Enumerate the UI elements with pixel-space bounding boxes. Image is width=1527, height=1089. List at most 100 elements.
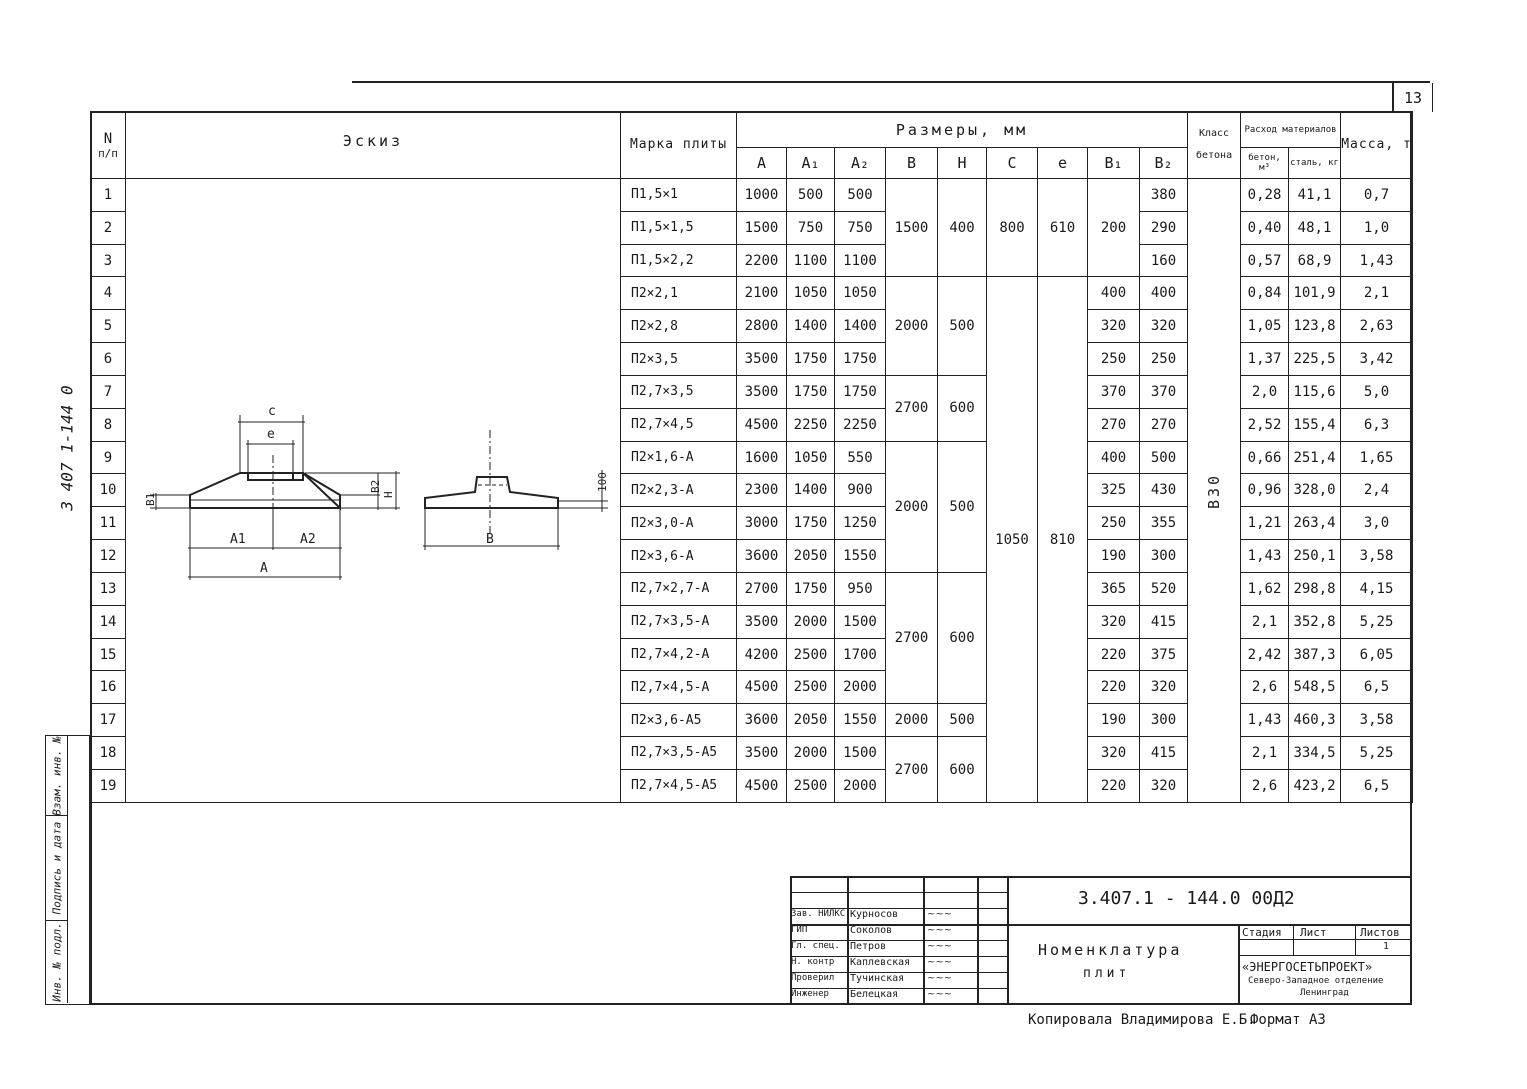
document-title-line2: плит [1083,966,1131,981]
size-b2: 415 [1138,736,1189,770]
plate-mark: П2,7×3,5 [620,374,737,409]
size-a: 2700 [736,571,787,606]
staff-role: Н. контр [791,957,835,967]
size-b2: 300 [1138,539,1189,573]
header-size-col: e [1037,147,1088,179]
concrete-volume: 1,21 [1240,506,1290,541]
dimension-lines [150,415,400,580]
size-a2: 1100 [834,243,886,278]
size-a: 2800 [736,309,787,344]
row-number: 7 [90,374,126,409]
header-size-col: A [736,147,787,179]
table-row: 1 П1,5×1 1000 500 500 1500 400 800 610 200 380 B30 0… [90,177,1414,803]
table-row: 16 П2,7×4,5-А 4500 2500 2000 220 320 2,6 548,5 6,… [90,670,1414,705]
staff-role: Инженер [791,989,829,999]
size-b2: 300 [1138,703,1189,738]
size-a2: 2250 [834,407,886,442]
concrete-volume: 2,0 [1240,374,1290,409]
size-a2: 2000 [834,768,886,804]
table-row: 19 П2,7×4,5-А5 4500 2500 2000 220 320 2,6 423,2 6… [90,768,1414,804]
steel-mass: 423,2 [1288,768,1342,804]
size-b1: 190 [1087,703,1140,738]
row-number: 9 [90,440,126,475]
row-number: 2 [90,210,126,245]
staff-name: Белецкая [850,989,899,1000]
header-sketch: Эскиз [125,111,621,179]
size-a: 3500 [736,736,787,770]
size-a: 2100 [736,276,787,311]
size-b2: 375 [1138,637,1189,672]
plate-mark: П2,7×3,5-А [620,604,737,639]
plate-mark: П1,5×1 [620,178,737,212]
size-a: 2300 [736,473,787,508]
plate-mass: 6,3 [1340,407,1414,442]
staff-role: Гл. спец. [791,941,840,951]
size-b1: 250 [1087,506,1140,541]
size-b1: 365 [1087,571,1140,606]
size-a2: 900 [834,473,886,508]
row-number: 16 [90,670,126,705]
label-b2: B2 [369,480,382,493]
side-stamp: Взам. инв. № Подпись и дата Инв. № подл. [45,735,90,1005]
concrete-volume: 1,43 [1240,703,1290,738]
table-row: 3 П1,5×2,2 2200 1100 1100 160 0,57 68,9 1,43 [90,243,1414,278]
size-e: 610 [1037,177,1088,278]
plate-mass: 1,43 [1340,243,1414,278]
table-row: 9 П2×1,6-А 1600 1050 550 2000 500 400 500 0,66 251… [90,440,1414,573]
size-h: 500 [937,276,987,376]
size-a: 1000 [736,178,787,212]
size-b1: 190 [1087,539,1140,573]
staff-name: Петров [850,941,887,952]
size-a: 3600 [736,703,787,738]
label-a: A [260,561,268,576]
steel-mass: 334,5 [1288,736,1342,770]
size-b1: 320 [1087,736,1140,770]
row-number: 17 [90,703,126,738]
stamp-label: Взам. инв. № [50,735,63,816]
plate-mark: П1,5×2,2 [620,243,737,278]
concrete-class-value: B30 [1205,472,1224,509]
header-size-col: B₁ [1087,147,1140,179]
plate-mass: 5,0 [1340,374,1414,409]
steel-mass: 101,9 [1288,276,1342,311]
steel-mass: 123,8 [1288,309,1342,344]
size-b2: 320 [1138,768,1189,804]
size-h: 500 [937,703,987,738]
concrete-volume: 2,42 [1240,637,1290,672]
plate-mark: П2×2,3-А [620,473,737,508]
plate-mark: П2×3,6-А5 [620,703,737,738]
concrete-volume: 2,6 [1240,768,1290,804]
label-h: H [382,491,395,498]
size-b2: 370 [1138,374,1189,409]
size-a: 3600 [736,539,787,573]
steel-mass: 225,5 [1288,342,1342,376]
size-b: 2700 [885,736,938,803]
size-h: 500 [937,440,987,573]
size-a2: 1700 [834,637,886,672]
size-b2: 270 [1138,407,1189,442]
table-row: 5 П2×2,8 2800 1400 1400 320 320 1,05 123,8 2,63 [90,309,1414,344]
row-number: 3 [90,243,126,278]
staff-name: Тучинская [850,973,905,984]
header-size-col: B₂ [1138,147,1189,179]
signature: ~~~ [927,909,953,920]
size-a2: 1550 [834,703,886,738]
plate-mass: 2,63 [1340,309,1414,344]
table-row: 15 П2,7×4,2-А 4200 2500 1700 220 375 2,42 387,3 6… [90,637,1414,672]
size-a2: 1500 [834,604,886,639]
plate-mark: П2×1,6-А [620,440,737,475]
steel-mass: 48,1 [1288,210,1342,245]
size-b1: 370 [1087,374,1140,409]
table-row: 13 П2,7×2,7-А 2700 1750 950 2700 600 365 520 1,62… [90,571,1414,705]
row-number: 14 [90,604,126,639]
front-view [189,472,341,511]
signature: ~~~ [927,925,953,936]
header-num-sub: п/п [98,146,118,160]
size-b: 2000 [885,703,938,738]
plate-mark: П2×3,5 [620,342,737,376]
size-a: 1600 [736,440,787,475]
size-a: 4500 [736,670,787,705]
concrete-volume: 0,40 [1240,210,1290,245]
